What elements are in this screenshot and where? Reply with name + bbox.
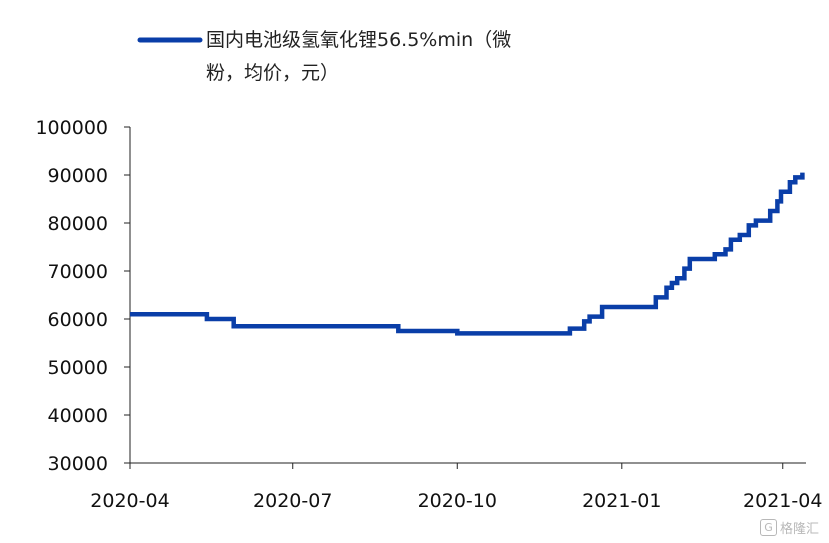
x-tick-label: 2021-01	[582, 490, 661, 512]
y-tick-label: 90000	[48, 165, 108, 187]
y-tick-label: 30000	[48, 453, 108, 475]
legend-label-line-1: 国内电池级氢氧化锂56.5%min（微	[206, 29, 511, 51]
x-tick-label: 2021-04	[743, 490, 822, 512]
axes	[124, 126, 806, 469]
watermark: G 格隆汇	[759, 518, 819, 537]
y-axis-tick-labels: 100000 90000 80000 70000 60000 50000 40000 3000…	[35, 117, 108, 475]
y-tick-label: 70000	[48, 261, 108, 283]
x-tick-label: 2020-04	[90, 490, 169, 512]
legend-label-line-2: 粉，均价，元）	[206, 62, 339, 84]
legend: 国内电池级氢氧化锂56.5%min（微 粉，均价，元）	[137, 29, 511, 84]
x-tick-label: 2020-07	[253, 490, 332, 512]
series-layer	[130, 172, 805, 336]
y-tick-label: 50000	[48, 357, 108, 379]
y-tick-label: 60000	[48, 309, 108, 331]
y-tick-label: 40000	[48, 405, 108, 427]
y-tick-label: 100000	[35, 117, 108, 139]
series-line	[130, 172, 805, 336]
y-tick-label: 80000	[48, 213, 108, 235]
x-tick-label: 2020-10	[418, 490, 497, 512]
x-axis-tick-labels: 2020-04 2020-07 2020-10 2021-01 2021-04	[90, 490, 822, 512]
watermark-logo-icon: G	[759, 519, 777, 536]
watermark-text: 格隆汇	[779, 522, 819, 537]
